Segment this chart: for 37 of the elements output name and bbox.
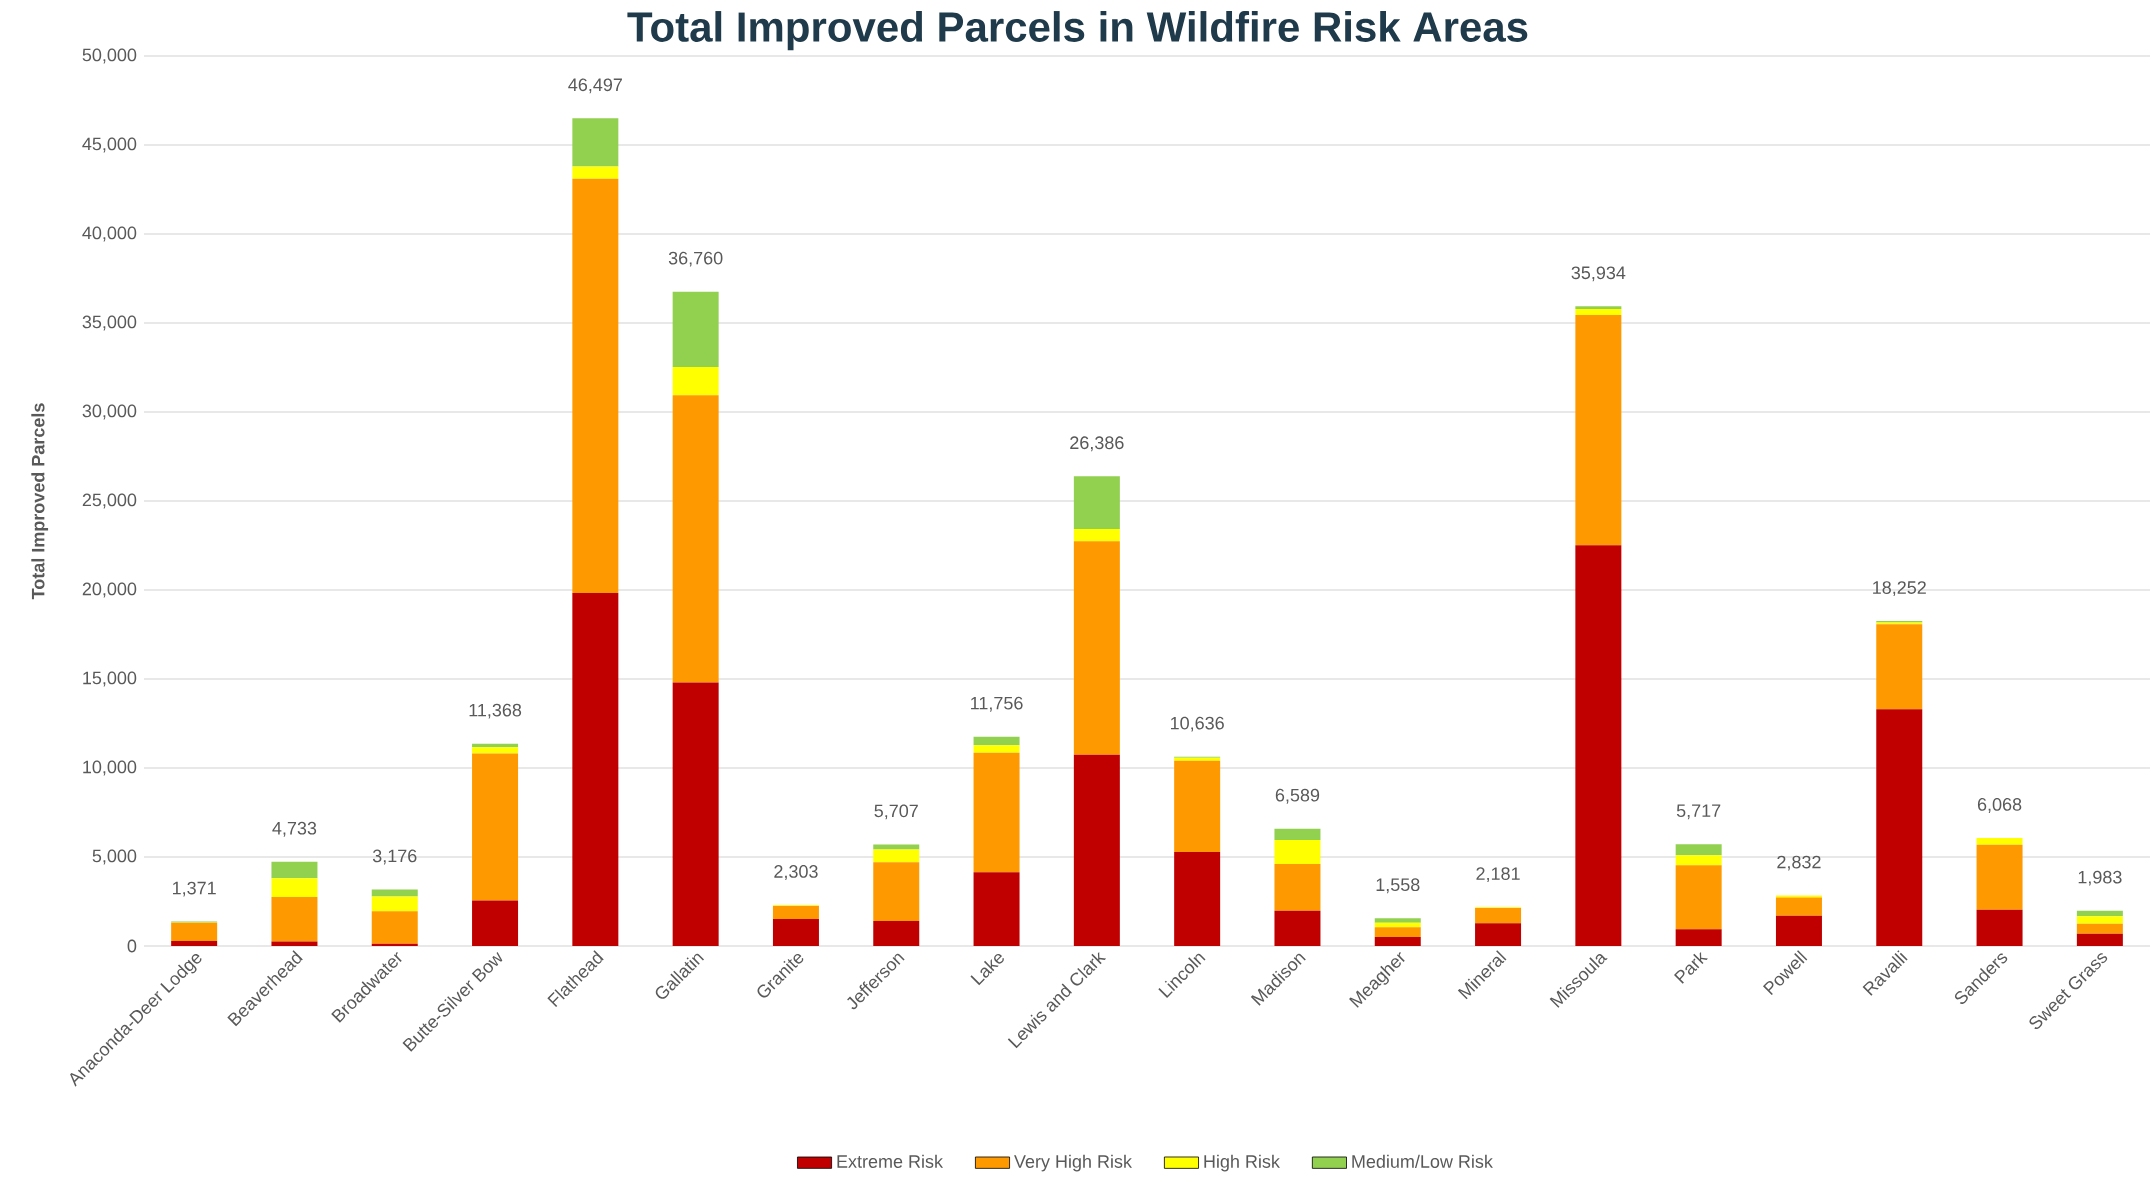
total-label: 18,252	[1873, 581, 1926, 597]
total-label: 10,636	[1171, 716, 1224, 732]
total-label: 2,303	[774, 865, 818, 880]
total-label: 1,558	[1376, 878, 1420, 894]
y-tick-label: 25,000	[82, 493, 137, 509]
total-label: 2,832	[1777, 855, 1821, 871]
total-label: 11,368	[469, 703, 522, 719]
total-label: 35,934	[1571, 266, 1626, 282]
chart-title: Total Improved Parcels in Wildfire Risk Areas	[627, 11, 1528, 51]
legend-label: Extreme Risk	[837, 1154, 944, 1168]
y-tick-label: 45,000	[82, 137, 137, 153]
y-tick-label: 50,000	[82, 48, 137, 64]
legend-label: Very High Risk	[1014, 1154, 1132, 1172]
total-label: 1,983	[2078, 870, 2122, 886]
y-tick-label: 10,000	[83, 760, 137, 776]
total-label: 4,733	[272, 821, 317, 837]
total-label: 5,717	[1676, 804, 1721, 820]
total-label: 5,707	[874, 804, 918, 820]
total-label: 46,497	[568, 78, 622, 94]
total-label: 26,386	[1070, 436, 1124, 452]
total-label: 2,181	[1476, 867, 1520, 883]
y-tick-label: 15,000	[83, 671, 137, 687]
y-tick-label: 5,000	[92, 849, 137, 865]
y-tick-label: 35,000	[82, 315, 137, 331]
total-label: 6,589	[1275, 788, 1320, 804]
y-axis-title: Total Improved Parcels	[31, 403, 49, 600]
legend-label: High Risk	[1204, 1154, 1280, 1172]
total-label: 1,371	[173, 881, 216, 897]
total-label: 11,756	[971, 696, 1023, 712]
total-label: 36,760	[668, 251, 723, 267]
total-label: 3,176	[372, 849, 417, 865]
y-tick-label: 30,000	[82, 404, 137, 420]
y-tick-label: 40,000	[82, 226, 137, 242]
total-label: 6,068	[1977, 798, 2022, 813]
y-tick-label: 20,000	[82, 582, 137, 598]
y-tick-label: 0	[127, 939, 137, 953]
legend-label: Medium/Low Risk	[1352, 1154, 1493, 1168]
